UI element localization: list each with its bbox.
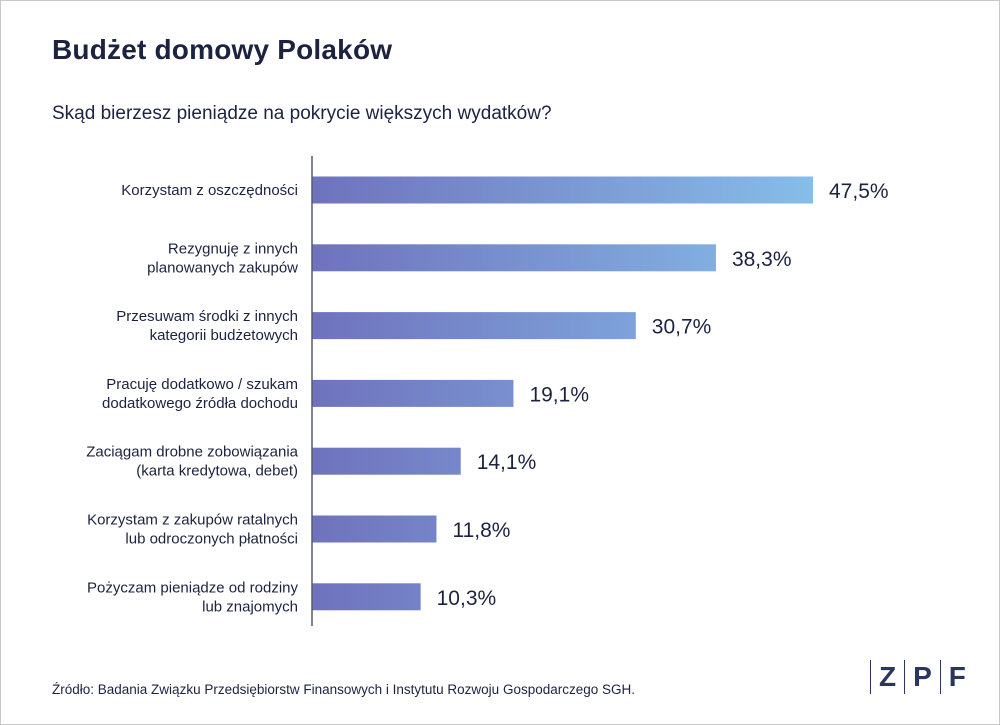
bar-value-label: 19,1% — [529, 383, 589, 406]
bar — [312, 312, 636, 340]
bar — [312, 244, 716, 272]
bar-value-label: 14,1% — [477, 451, 537, 474]
bar-value-label: 11,8% — [452, 519, 510, 542]
logo-separator — [904, 660, 906, 694]
bar-value-label: 47,5% — [829, 180, 889, 203]
logo-separator — [870, 660, 871, 694]
category-label: Rezygnuję z innych planowanych zakupów — [147, 240, 298, 276]
source-note: Źródło: Badania Związku Przedsiębiorstw … — [52, 682, 636, 697]
bar — [312, 515, 437, 543]
bar — [312, 583, 421, 611]
logo-letter-p: P — [913, 661, 932, 692]
category-label: Korzystam z zakupów ratalnych lub odroczo… — [87, 512, 298, 548]
bar-value-label: 30,7% — [652, 316, 712, 339]
logo-letter-z: Z — [879, 661, 897, 692]
bar — [312, 379, 514, 407]
category-label: Przesuwam środki z innych kategorii budże… — [116, 308, 298, 344]
bar — [312, 176, 813, 204]
bar-value-label: 10,3% — [437, 587, 497, 610]
bar — [312, 447, 461, 475]
logo-separator — [939, 660, 941, 694]
category-label: Pożyczam pieniądze od rodziny lub znajomy… — [87, 579, 298, 615]
zpf-logo: Z P F — [862, 658, 966, 696]
category-label: Zaciągam drobne zobowiązania (karta kredy… — [86, 444, 298, 480]
bar-value-label: 38,3% — [732, 248, 792, 271]
chart-subtitle: Skąd bierzesz pieniądze na pokrycie więk… — [52, 103, 552, 124]
logo-letter-f: F — [948, 661, 966, 692]
chart-title: Budżet domowy Polaków — [52, 34, 393, 65]
category-label: Pracuję dodatkowo / szukam dodatkowego źr… — [102, 376, 298, 412]
category-label: Korzystam z oszczędności — [121, 182, 298, 199]
